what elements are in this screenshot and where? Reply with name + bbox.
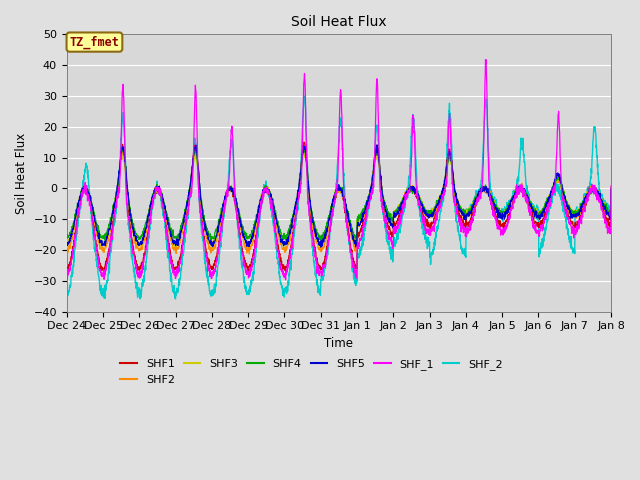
- Title: Soil Heat Flux: Soil Heat Flux: [291, 15, 387, 29]
- SHF_1: [282, 277, 289, 283]
- SHF5: [559, 190, 567, 196]
- SHF3: [559, 191, 567, 197]
- SHF2: [63, 246, 70, 252]
- SHF4: [559, 190, 567, 195]
- Line: SHF_2: SHF_2: [67, 96, 611, 299]
- Legend: SHF1, SHF2, SHF3, SHF4, SHF5, SHF_1, SHF_2: SHF1, SHF2, SHF3, SHF4, SHF5, SHF_1, SHF…: [116, 355, 508, 389]
- SHF2: [214, 229, 222, 235]
- SHF2: [367, 188, 374, 193]
- SHF1: [559, 192, 567, 197]
- Line: SHF_1: SHF_1: [67, 60, 611, 280]
- SHF1: [63, 263, 70, 269]
- SHF_1: [575, 217, 582, 223]
- SHF3: [367, 186, 374, 192]
- SHF1: [244, 268, 252, 274]
- SHF_2: [575, 211, 582, 216]
- Line: SHF5: SHF5: [67, 145, 611, 247]
- SHF1: [497, 221, 505, 227]
- SHF2: [575, 211, 582, 216]
- SHF_1: [214, 245, 222, 251]
- Line: SHF3: SHF3: [67, 152, 611, 248]
- SHF1: [300, 139, 308, 145]
- SHF3: [575, 207, 582, 213]
- SHF2: [559, 196, 567, 202]
- SHF3: [300, 149, 308, 155]
- SHF4: [355, 212, 363, 217]
- SHF5: [63, 242, 70, 248]
- Line: SHF4: SHF4: [67, 148, 611, 241]
- SHF5: [373, 142, 381, 148]
- SHF2: [300, 144, 308, 150]
- SHF1: [367, 187, 374, 193]
- SHF3: [497, 210, 505, 216]
- SHF_2: [497, 210, 505, 216]
- SHF5: [497, 214, 505, 220]
- Line: SHF1: SHF1: [67, 142, 611, 271]
- SHF5: [317, 244, 324, 250]
- SHF_1: [367, 191, 374, 196]
- SHF3: [607, 186, 615, 192]
- SHF_2: [63, 292, 70, 298]
- SHF1: [355, 233, 363, 239]
- SHF4: [353, 238, 360, 244]
- SHF_1: [355, 241, 362, 247]
- SHF_2: [172, 296, 179, 302]
- SHF_1: [559, 200, 567, 205]
- SHF3: [209, 245, 216, 251]
- SHF2: [607, 184, 615, 190]
- SHF1: [607, 187, 615, 193]
- SHF4: [63, 234, 70, 240]
- Y-axis label: Soil Heat Flux: Soil Heat Flux: [15, 132, 28, 214]
- SHF4: [367, 184, 374, 190]
- SHF2: [497, 212, 505, 218]
- SHF4: [214, 217, 222, 223]
- SHF_2: [215, 260, 223, 266]
- SHF5: [367, 189, 374, 194]
- SHF_1: [497, 228, 505, 233]
- SHF5: [355, 221, 362, 227]
- SHF3: [215, 226, 223, 231]
- SHF3: [355, 220, 363, 226]
- SHF1: [575, 218, 582, 224]
- SHF_1: [482, 57, 490, 62]
- SHF5: [575, 210, 582, 216]
- SHF5: [214, 224, 222, 229]
- SHF4: [607, 187, 615, 193]
- SHF_2: [367, 189, 374, 194]
- SHF4: [575, 209, 582, 215]
- X-axis label: Time: Time: [324, 337, 353, 350]
- SHF2: [355, 224, 363, 229]
- SHF4: [497, 208, 505, 214]
- SHF_2: [559, 202, 567, 207]
- SHF2: [246, 251, 253, 257]
- SHF1: [214, 245, 222, 251]
- Text: TZ_fmet: TZ_fmet: [70, 36, 120, 49]
- SHF_2: [355, 252, 363, 258]
- SHF_2: [607, 184, 615, 190]
- SHF3: [63, 241, 70, 247]
- SHF_2: [301, 93, 308, 99]
- SHF_1: [63, 272, 70, 278]
- SHF5: [607, 186, 615, 192]
- SHF_1: [607, 183, 615, 189]
- SHF4: [301, 145, 308, 151]
- Line: SHF2: SHF2: [67, 147, 611, 254]
